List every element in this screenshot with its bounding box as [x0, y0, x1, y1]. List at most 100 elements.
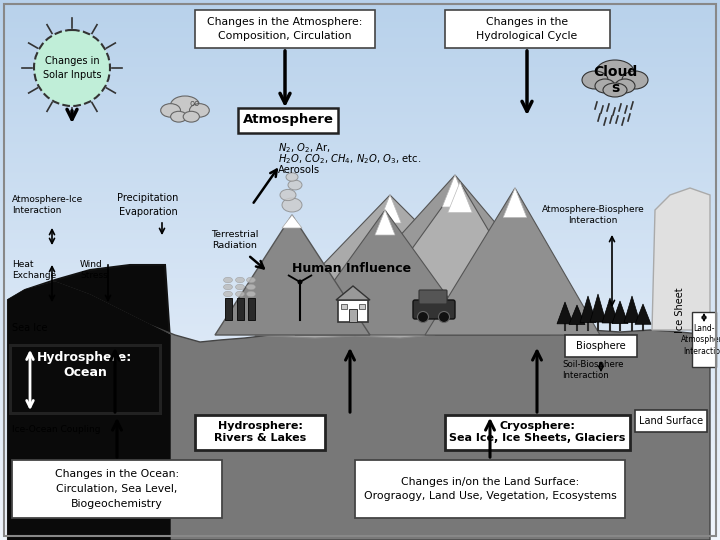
Bar [0, 435, 720, 436]
Bar [0, 106, 720, 107]
Bar [0, 398, 720, 399]
Bar [0, 116, 720, 117]
Ellipse shape [596, 60, 634, 84]
Bar [0, 391, 720, 392]
Bar [0, 268, 720, 269]
Bar [0, 279, 720, 280]
Bar [0, 415, 720, 416]
Bar [0, 185, 720, 186]
Bar [0, 126, 720, 127]
Bar [0, 496, 720, 497]
Bar [0, 87, 720, 88]
Bar [0, 473, 720, 474]
Bar [0, 507, 720, 508]
Bar [0, 66, 720, 67]
Bar [0, 368, 720, 369]
Bar [0, 332, 720, 333]
Bar [0, 180, 720, 181]
Bar [0, 84, 720, 85]
Bar [0, 338, 720, 339]
Bar [0, 121, 720, 122]
Polygon shape [255, 322, 435, 338]
Ellipse shape [246, 291, 256, 297]
Bar [0, 21, 720, 22]
Bar [0, 269, 720, 270]
Bar [0, 182, 720, 183]
Bar [0, 91, 720, 92]
Bar [0, 474, 720, 475]
Bar [0, 537, 720, 538]
Bar [0, 327, 720, 328]
Bar [0, 146, 720, 147]
Bar [0, 315, 720, 316]
Bar [338, 300, 368, 322]
Bar [0, 450, 720, 451]
Bar [0, 257, 720, 258]
Bar [0, 538, 720, 539]
Bar [0, 459, 720, 460]
Bar [248, 298, 254, 320]
Bar [0, 534, 720, 535]
Bar [0, 215, 720, 216]
Bar [0, 460, 720, 461]
Bar [0, 166, 720, 167]
Bar [0, 388, 720, 389]
Polygon shape [569, 305, 585, 325]
Text: Hydrosphere:
Ocean: Hydrosphere: Ocean [37, 350, 132, 380]
Bar [0, 239, 720, 240]
Bar [0, 337, 720, 338]
Bar [0, 277, 720, 278]
Bar [0, 401, 720, 402]
Bar [0, 321, 720, 322]
Bar [0, 345, 720, 346]
Bar [0, 293, 720, 294]
Bar [0, 79, 720, 80]
Bar [0, 437, 720, 438]
Bar [0, 442, 720, 443]
Bar [0, 411, 720, 412]
Bar [0, 63, 720, 64]
Bar [0, 400, 720, 401]
Bar [0, 481, 720, 482]
Bar [0, 236, 720, 237]
Bar [0, 453, 720, 454]
Bar [0, 422, 720, 423]
Bar [0, 147, 720, 148]
Bar [0, 170, 720, 171]
Bar [0, 301, 720, 302]
Text: Ice Sheet: Ice Sheet [675, 287, 685, 333]
Bar [0, 38, 720, 39]
Bar [0, 351, 720, 352]
Bar [0, 360, 720, 361]
Bar [0, 39, 720, 40]
Bar [0, 487, 720, 488]
Bar [0, 392, 720, 393]
Bar [341, 304, 347, 309]
Bar [0, 508, 720, 509]
Bar [0, 250, 720, 251]
Bar [0, 375, 720, 376]
Bar [0, 314, 720, 315]
Bar [0, 62, 720, 63]
Bar [0, 83, 720, 84]
Bar [0, 438, 720, 439]
Bar [0, 374, 720, 375]
Bar [0, 211, 720, 212]
Bar [0, 111, 720, 112]
Bar [0, 194, 720, 195]
Bar [0, 499, 720, 500]
Bar [0, 95, 720, 96]
Polygon shape [442, 175, 468, 207]
Bar [0, 264, 720, 265]
Bar [0, 275, 720, 276]
Bar [0, 363, 720, 364]
Bar [0, 157, 720, 158]
Bar [0, 371, 720, 372]
Bar [0, 133, 720, 134]
Bar [0, 175, 720, 176]
Bar [0, 162, 720, 163]
Bar [0, 158, 720, 159]
Bar [0, 409, 720, 410]
Bar [0, 421, 720, 422]
Bar [0, 81, 720, 82]
